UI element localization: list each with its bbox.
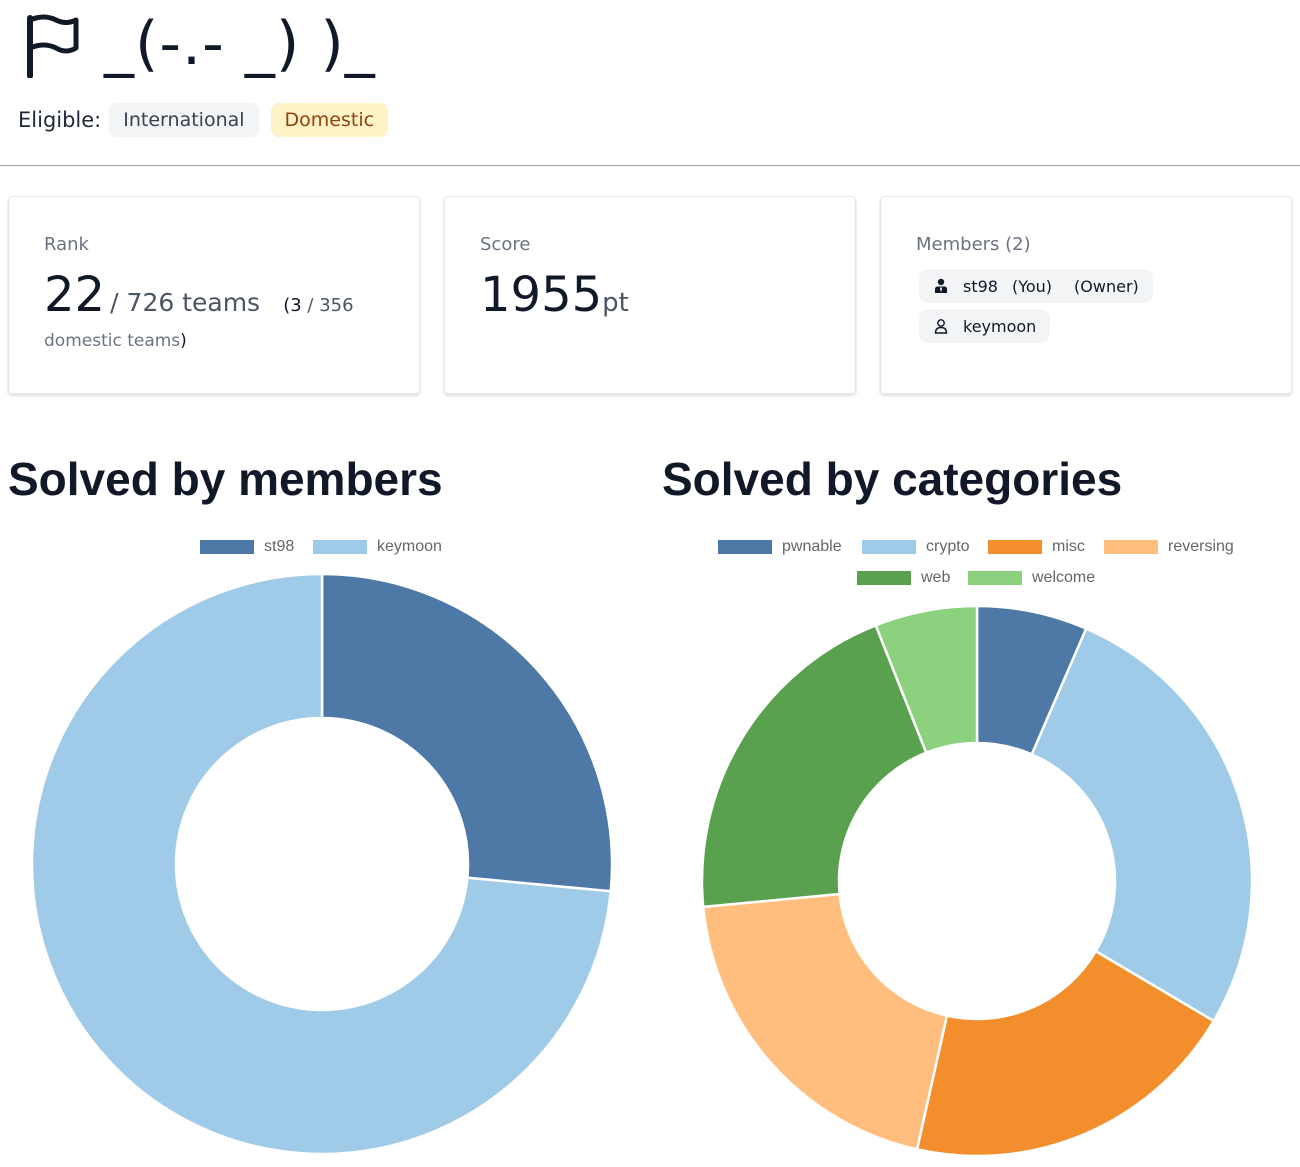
- rank-line: 22 / 726 teams (3 / 356: [44, 267, 354, 323]
- members-label: Members (2): [916, 234, 1031, 255]
- score-card: Score 1955pt: [444, 196, 856, 394]
- members-card: Members (2) st98 (You) (Owner) keymoon: [880, 196, 1292, 394]
- flag-icon: [27, 14, 79, 78]
- legend-label: pwnable: [782, 538, 842, 555]
- legend-item-reversing[interactable]: reversing: [1104, 538, 1234, 556]
- member-you-tag: (You): [1011, 276, 1053, 296]
- team-name: _(-.- _) )_: [104, 9, 376, 79]
- slice-st98[interactable]: [320, 572, 614, 893]
- member-name: keymoon: [963, 316, 1037, 336]
- rank-card: Rank 22 / 726 teams (3 / 356 domestic te…: [8, 196, 420, 394]
- legend-label: welcome: [1032, 569, 1096, 586]
- legend-label: misc: [1052, 538, 1085, 555]
- legend-label: crypto: [926, 538, 970, 555]
- user-icon: [934, 319, 948, 334]
- categories-doughnut-chart: [700, 604, 1254, 1158]
- slice-welcome[interactable]: [874, 604, 979, 755]
- legend-swatch: [1104, 540, 1158, 554]
- legend-item-pwnable[interactable]: pwnable: [718, 538, 842, 556]
- legend-label: st98: [264, 538, 295, 555]
- member-name: st98: [963, 276, 998, 296]
- legend-item-welcome[interactable]: welcome: [968, 569, 1095, 587]
- domestic-total: / 356: [307, 295, 354, 316]
- rank-value: 22: [44, 267, 106, 323]
- score-label: Score: [480, 234, 531, 255]
- slice-reversing[interactable]: [701, 892, 949, 1151]
- slice-web[interactable]: [700, 623, 928, 909]
- rank-label: Rank: [44, 234, 89, 255]
- domestic-suffix-line: domestic teams): [44, 331, 187, 351]
- legend-swatch: [968, 571, 1022, 585]
- legend-swatch: [862, 540, 916, 554]
- member-role: (Owner): [1074, 276, 1139, 296]
- score-value: 1955: [480, 267, 603, 323]
- members-doughnut-chart: [30, 572, 614, 1156]
- legend-item-misc[interactable]: misc: [988, 538, 1085, 556]
- legend-swatch: [857, 571, 911, 585]
- slice-misc[interactable]: [915, 949, 1216, 1158]
- domestic-open-paren: (: [283, 295, 291, 316]
- legend-swatch: [200, 540, 254, 554]
- rank-total: / 726 teams: [110, 288, 261, 317]
- legend-swatch: [718, 540, 772, 554]
- legend-item-crypto[interactable]: crypto: [862, 538, 970, 556]
- member-chip-st98[interactable]: st98 (You) (Owner): [919, 269, 1153, 303]
- team-header: _(-.- _) )_ Eligible: International Dome…: [0, 0, 1300, 166]
- member-chip-keymoon[interactable]: keymoon: [919, 309, 1051, 343]
- domestic-suffix: domestic teams: [44, 331, 181, 351]
- legend-item-web[interactable]: web: [857, 569, 950, 587]
- eligible-label: Eligible:: [18, 108, 102, 132]
- legend-item-keymoon[interactable]: keymoon: [313, 538, 442, 556]
- legend-item-st98[interactable]: st98: [200, 538, 294, 556]
- legend-label: keymoon: [377, 538, 442, 555]
- international-badge: International: [109, 103, 259, 137]
- categories-chart-title: Solved by categories: [662, 453, 1123, 505]
- legend-label: web: [921, 569, 951, 586]
- domestic-badge: Domestic: [270, 103, 389, 137]
- user-tie-icon: [935, 278, 947, 293]
- legend-swatch: [988, 540, 1042, 554]
- slice-keymoon[interactable]: [30, 572, 613, 1156]
- domestic-close-paren: ): [180, 331, 187, 351]
- legend-swatch: [313, 540, 367, 554]
- score-unit: pt: [602, 288, 629, 318]
- slice-crypto[interactable]: [1030, 626, 1254, 1023]
- members-chart-title: Solved by members: [8, 453, 443, 505]
- domestic-rank-value: 3: [290, 295, 302, 316]
- score-line: 1955pt: [480, 267, 629, 323]
- domestic-rank: (3 / 356: [283, 295, 353, 316]
- legend-label: reversing: [1168, 538, 1234, 555]
- eligibility-row: Eligible: International Domestic: [18, 103, 400, 137]
